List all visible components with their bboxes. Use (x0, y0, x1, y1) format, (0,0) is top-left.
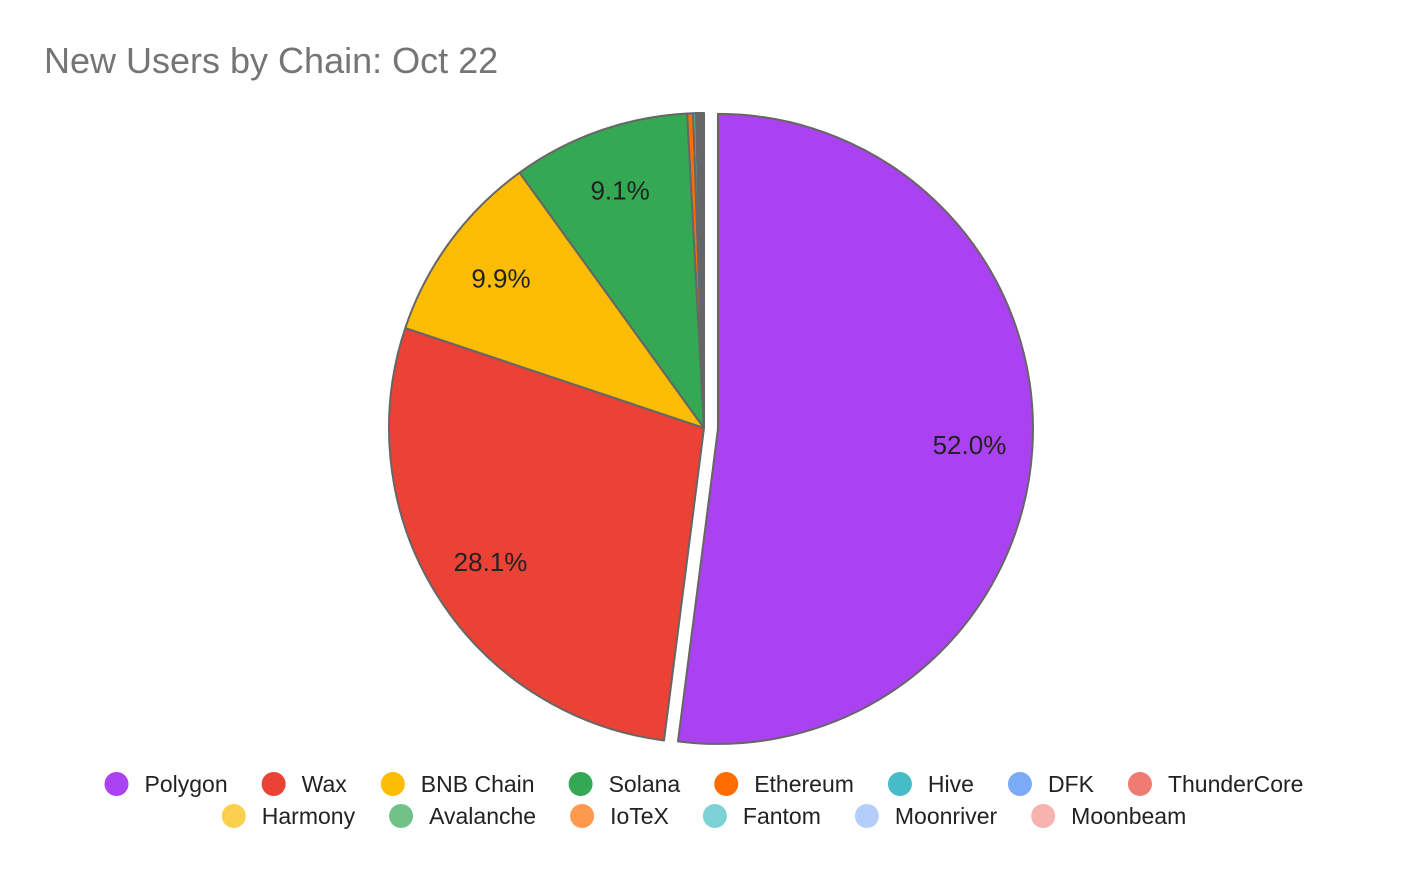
legend-item-ethereum[interactable]: Ethereum (714, 771, 854, 797)
legend-swatch (105, 772, 129, 796)
pie-slices (389, 113, 1033, 744)
legend-label: BNB Chain (421, 771, 535, 797)
legend-item-dfk[interactable]: DFK (1008, 771, 1095, 797)
legend-label: DFK (1048, 771, 1095, 797)
legend-swatch (855, 804, 879, 828)
legend-item-wax[interactable]: Wax (262, 771, 348, 797)
legend-swatch (569, 772, 593, 796)
data-label-solana: 9.1% (590, 175, 649, 205)
legend-item-bnb-chain[interactable]: BNB Chain (381, 771, 535, 797)
legend-label: Fantom (743, 803, 821, 829)
legend-label: ThunderCore (1168, 771, 1304, 797)
legend-swatch (1031, 804, 1055, 828)
legend-item-moonbeam[interactable]: Moonbeam (1031, 803, 1186, 829)
legend-label: Harmony (262, 803, 356, 829)
legend-swatch (1008, 772, 1032, 796)
data-label-bnb-chain: 9.9% (471, 264, 530, 294)
chart-title: New Users by Chain: Oct 22 (44, 40, 498, 82)
legend-item-iotex[interactable]: IoTeX (570, 803, 669, 829)
legend-item-fantom[interactable]: Fantom (703, 803, 821, 829)
legend-label: Moonriver (895, 803, 998, 829)
legend-item-moonriver[interactable]: Moonriver (855, 803, 998, 829)
data-label-wax: 28.1% (454, 547, 528, 577)
legend-label: Ethereum (754, 771, 854, 797)
legend-item-harmony[interactable]: Harmony (222, 803, 356, 829)
legend-item-hive[interactable]: Hive (888, 771, 974, 797)
legend-label: Avalanche (429, 803, 536, 829)
legend-swatch (222, 804, 246, 828)
legend-swatch (703, 804, 727, 828)
legend-label: Moonbeam (1071, 803, 1186, 829)
legend-label: Wax (302, 771, 348, 797)
legend-label: Hive (928, 771, 974, 797)
legend-item-polygon[interactable]: Polygon (105, 771, 228, 797)
legend-swatch (888, 772, 912, 796)
legend-item-avalanche[interactable]: Avalanche (389, 803, 536, 829)
legend-label: Solana (609, 771, 681, 797)
legend-swatch (262, 772, 286, 796)
legend-label: Polygon (145, 771, 228, 797)
legend-swatch (1128, 772, 1152, 796)
legend-item-solana[interactable]: Solana (569, 771, 681, 797)
legend-item-thundercore[interactable]: ThunderCore (1128, 771, 1304, 797)
legend-swatch (389, 804, 413, 828)
legend-swatch (714, 772, 738, 796)
legend-label: IoTeX (610, 803, 669, 829)
legend: Polygon Wax BNB Chain Solana Ethereum Hive DFK… (105, 771, 1304, 829)
data-label-polygon: 52.0% (933, 430, 1007, 460)
pie-slice-polygon[interactable] (678, 114, 1033, 744)
legend-swatch (381, 772, 405, 796)
legend-swatch (570, 804, 594, 828)
